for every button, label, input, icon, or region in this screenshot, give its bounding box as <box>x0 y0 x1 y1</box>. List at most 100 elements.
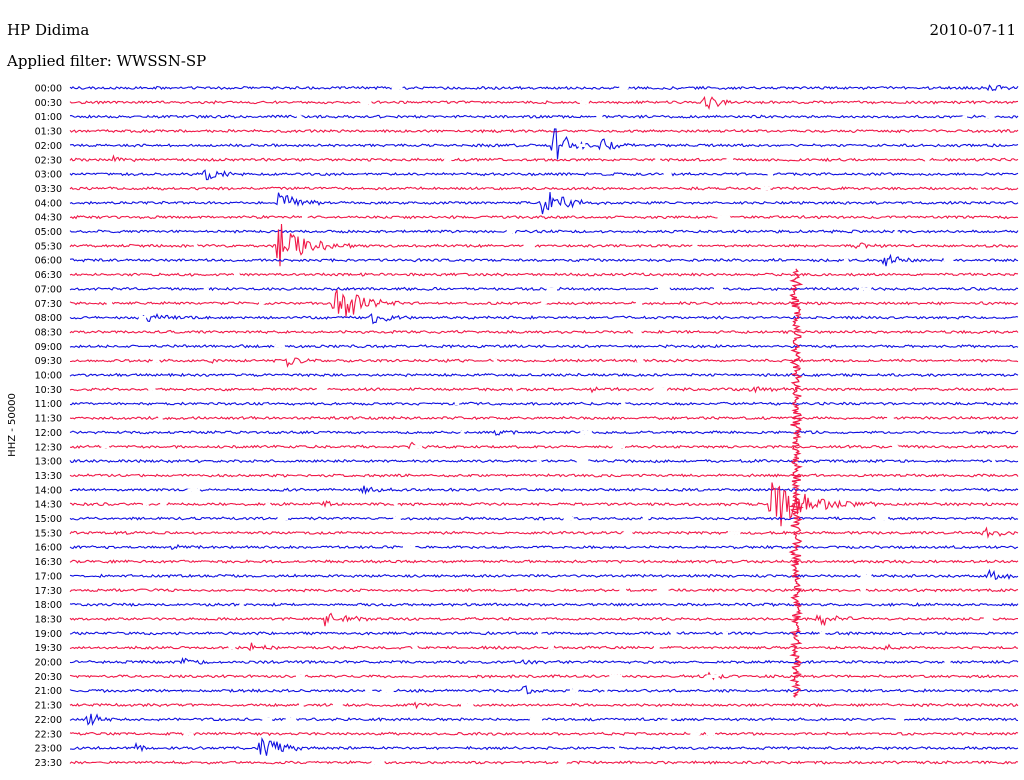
data-gap <box>962 115 968 119</box>
data-gap <box>546 287 557 291</box>
trace-row <box>69 169 1019 181</box>
data-gap <box>621 402 626 406</box>
data-gap <box>636 359 644 363</box>
trace-row <box>69 631 1019 636</box>
large-event-spike <box>788 268 804 698</box>
trace-row <box>69 485 1019 495</box>
row-label: 04:30 <box>35 213 62 224</box>
trace-row <box>69 329 1019 335</box>
trace-row <box>69 516 1019 521</box>
trace-row <box>69 386 1019 394</box>
data-gap <box>635 301 643 305</box>
data-gap <box>717 215 731 219</box>
data-gap <box>578 143 586 147</box>
data-gap <box>183 732 194 736</box>
data-gap <box>623 531 633 535</box>
data-gap <box>985 115 995 119</box>
row-label: 04:00 <box>35 198 62 209</box>
row-label: 17:30 <box>35 586 62 597</box>
row-label: 12:00 <box>35 428 62 439</box>
row-label: 09:30 <box>35 356 62 367</box>
trace-row <box>69 473 1019 478</box>
trace-row <box>69 713 1019 727</box>
data-gap <box>228 646 236 650</box>
row-label: 21:00 <box>35 686 62 697</box>
row-label: 13:00 <box>35 457 62 468</box>
data-gap <box>658 287 670 291</box>
data-gap <box>393 502 398 506</box>
data-gap <box>653 387 664 391</box>
row-label: 06:30 <box>35 270 62 281</box>
row-label: 03:30 <box>35 184 62 195</box>
data-gap <box>614 746 619 750</box>
data-gap <box>381 689 394 693</box>
data-gap <box>365 689 373 693</box>
row-label: 20:00 <box>35 658 62 669</box>
row-label-group: 00:00 00:30 01:00 01:30 02:00 02:30 03:00 03:30… <box>35 84 62 769</box>
data-gap <box>512 387 517 391</box>
data-gap <box>860 574 872 578</box>
trace-row <box>69 612 1019 627</box>
trace-row <box>69 154 1019 163</box>
data-gap <box>233 272 240 277</box>
trace-row <box>69 458 1019 464</box>
data-gap <box>580 430 592 434</box>
data-gap <box>259 301 265 305</box>
trace-row <box>69 192 1019 215</box>
data-gap <box>935 488 940 492</box>
trace-row <box>69 401 1019 406</box>
data-gap <box>670 631 677 635</box>
trace-row <box>69 415 1019 421</box>
data-gap <box>656 588 669 592</box>
data-gap <box>944 660 951 664</box>
row-label: 00:30 <box>35 98 62 109</box>
trace-row <box>69 84 1019 92</box>
data-gap <box>548 646 554 650</box>
data-gap <box>296 115 302 119</box>
trace-row <box>69 128 1019 160</box>
data-gap <box>667 717 671 721</box>
data-gap <box>296 674 305 678</box>
data-gap <box>663 172 672 176</box>
trace-group <box>69 84 1019 765</box>
data-gap <box>992 459 996 463</box>
data-gap <box>726 158 734 162</box>
trace-row <box>69 559 1019 564</box>
trace-row <box>69 701 1019 710</box>
row-label: 22:30 <box>35 729 62 740</box>
data-gap <box>529 717 543 721</box>
row-label: 23:30 <box>35 758 62 769</box>
data-gap <box>101 445 110 449</box>
data-gap <box>203 287 209 291</box>
row-label: 18:30 <box>35 614 62 625</box>
row-label: 19:30 <box>35 643 62 654</box>
row-label: 16:00 <box>35 543 62 554</box>
data-gap <box>692 244 698 248</box>
data-gap <box>454 402 460 406</box>
data-gap <box>596 115 603 119</box>
row-label: 22:00 <box>35 715 62 726</box>
data-gap <box>619 588 627 592</box>
row-label: 01:30 <box>35 127 62 138</box>
trace-row <box>69 429 1019 436</box>
data-gap <box>604 689 608 693</box>
row-label: 21:30 <box>35 701 62 712</box>
row-label: 15:30 <box>35 528 62 539</box>
row-label: 02:00 <box>35 141 62 152</box>
data-gap <box>612 445 625 449</box>
trace-row <box>69 656 1019 665</box>
row-label: 23:00 <box>35 744 62 755</box>
data-gap <box>460 430 465 434</box>
data-gap <box>536 459 542 463</box>
trace-row <box>69 186 1019 191</box>
trace-row <box>69 736 1019 756</box>
row-label: 18:00 <box>35 600 62 611</box>
data-gap <box>193 244 198 248</box>
row-label: 17:00 <box>35 571 62 582</box>
data-gap <box>706 674 719 678</box>
row-label: 16:30 <box>35 557 62 568</box>
data-gap <box>728 531 741 535</box>
data-gap <box>558 760 567 764</box>
data-gap <box>523 244 535 248</box>
data-gap <box>152 359 160 363</box>
